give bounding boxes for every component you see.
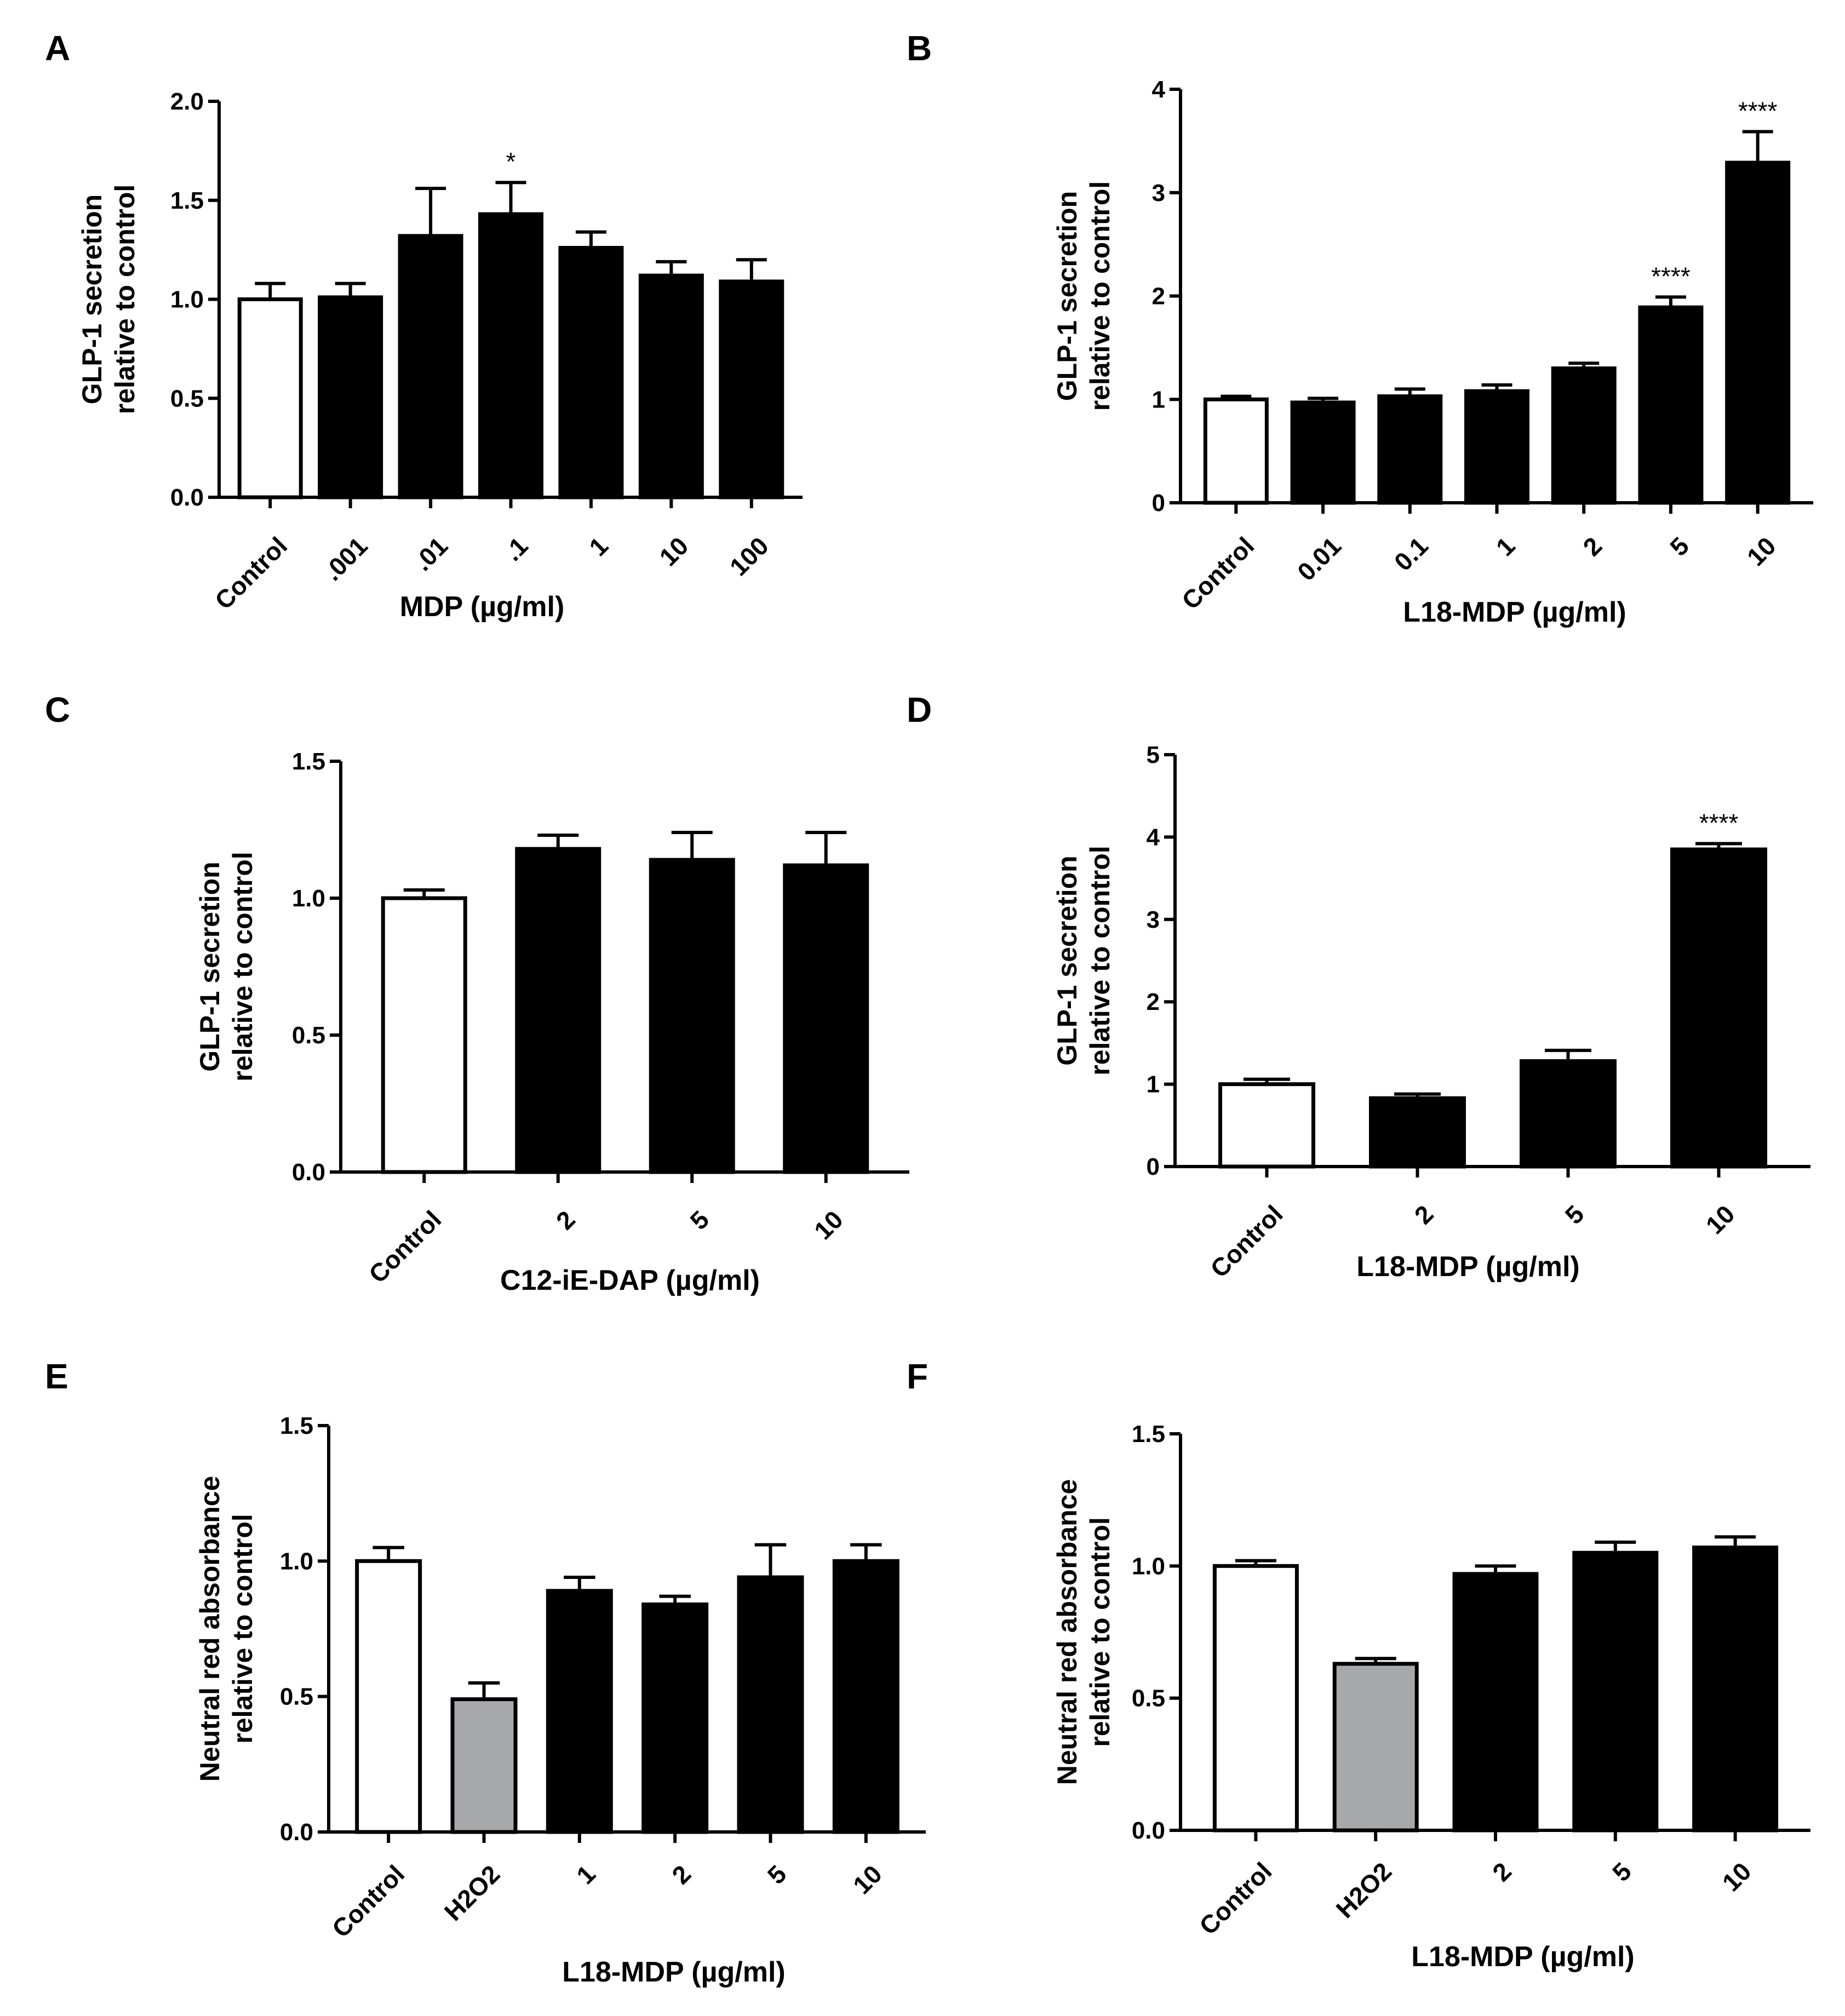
panel-letter: D — [907, 690, 932, 730]
x-axis-title: C12-iE-DAP (µg/ml) — [500, 1265, 760, 1296]
bar — [1725, 160, 1791, 505]
x-axis-title: L18-MDP (µg/ml) — [1356, 1251, 1579, 1283]
y-tick-label: 2 — [1147, 989, 1160, 1015]
y-tick-label: 4 — [1147, 824, 1160, 851]
bar — [1692, 1546, 1779, 1833]
bar — [832, 1559, 899, 1834]
bar — [237, 297, 303, 499]
y-axis-title: relative to control — [227, 852, 258, 1082]
bar — [1572, 1550, 1659, 1833]
bar — [1551, 366, 1617, 505]
y-tick-label: 4 — [1152, 76, 1166, 103]
bar — [515, 847, 601, 1174]
y-tick-label: 1.0 — [170, 286, 204, 313]
bar — [1464, 389, 1529, 505]
y-tick-label: 0.0 — [1132, 1817, 1165, 1844]
y-tick-label: 1.5 — [280, 1412, 313, 1439]
bar — [1670, 847, 1767, 1169]
y-tick-label: 3 — [1152, 180, 1165, 206]
bar — [546, 1589, 613, 1834]
y-axis-title: relative to control — [110, 185, 140, 415]
bar — [1638, 305, 1704, 505]
y-axis-title: Neutral red absorbance — [1052, 1479, 1082, 1785]
bar — [1203, 397, 1269, 505]
bar — [641, 1602, 709, 1834]
y-axis-title: Neutral red absorbance — [194, 1476, 225, 1782]
bar — [719, 279, 784, 499]
y-tick-label: 1.5 — [170, 187, 204, 214]
y-tick-label: 2 — [1152, 283, 1165, 310]
bar — [737, 1575, 804, 1834]
y-tick-label: 0.5 — [292, 1022, 325, 1049]
bar — [1212, 1564, 1299, 1833]
significance-label: **** — [1738, 96, 1778, 125]
bar — [1290, 400, 1356, 505]
panel-letter: C — [45, 690, 70, 730]
y-axis-title: relative to control — [1085, 181, 1115, 411]
bar — [783, 863, 869, 1174]
bar — [1218, 1082, 1315, 1169]
y-tick-label: 1 — [1147, 1071, 1160, 1098]
bar — [1369, 1096, 1466, 1169]
bar — [649, 858, 735, 1174]
bar — [1332, 1662, 1419, 1833]
y-axis-title: relative to control — [1085, 846, 1115, 1076]
y-tick-label: 5 — [1147, 742, 1160, 768]
y-tick-label: 2.0 — [170, 88, 204, 115]
bar — [1520, 1059, 1617, 1169]
significance-label: **** — [1651, 262, 1691, 290]
significance-label: * — [506, 147, 516, 176]
x-axis-title: L18-MDP (µg/ml) — [562, 1956, 785, 1988]
panel-letter: E — [45, 1357, 68, 1396]
y-axis-title: relative to control — [1085, 1517, 1115, 1747]
bar — [355, 1559, 422, 1834]
significance-label: **** — [1699, 808, 1739, 837]
bar — [1452, 1572, 1539, 1833]
y-tick-label: 0.0 — [280, 1819, 313, 1846]
y-tick-label: 1.5 — [292, 748, 325, 775]
y-tick-label: 0.5 — [170, 385, 204, 412]
bar — [638, 273, 704, 499]
bar — [478, 212, 543, 499]
bar — [318, 295, 383, 499]
bar — [450, 1697, 518, 1834]
x-axis-title: MDP (µg/ml) — [400, 591, 565, 623]
y-axis-title: GLP-1 secretion — [1052, 855, 1082, 1065]
panel-letter: F — [907, 1357, 928, 1396]
y-tick-label: 0 — [1147, 1153, 1160, 1180]
y-tick-label: 0.5 — [1132, 1685, 1165, 1712]
panel-letter: A — [45, 28, 70, 68]
y-tick-label: 1.5 — [1132, 1421, 1165, 1448]
bar — [1377, 394, 1443, 505]
y-tick-label: 0.0 — [170, 484, 204, 511]
y-tick-label: 3 — [1147, 906, 1160, 933]
x-axis-title: L18-MDP (µg/ml) — [1403, 596, 1626, 628]
y-axis-title: GLP-1 secretion — [77, 194, 107, 404]
x-axis-title: L18-MDP (µg/ml) — [1411, 1941, 1634, 1973]
bar — [558, 246, 624, 499]
y-tick-label: 1.0 — [1132, 1553, 1165, 1580]
y-tick-label: 1.0 — [292, 885, 325, 912]
y-tick-label: 0.0 — [292, 1159, 325, 1186]
y-axis-title: GLP-1 secretion — [1052, 191, 1082, 401]
bar — [381, 896, 467, 1174]
y-tick-label: 0.5 — [280, 1684, 313, 1710]
bar — [398, 234, 463, 499]
y-axis-title: relative to control — [227, 1514, 258, 1744]
panel-letter: B — [907, 28, 932, 68]
y-axis-title: GLP-1 secretion — [194, 861, 225, 1071]
y-tick-label: 1 — [1152, 386, 1165, 413]
y-tick-label: 0 — [1152, 490, 1165, 516]
y-tick-label: 1.0 — [280, 1548, 313, 1575]
